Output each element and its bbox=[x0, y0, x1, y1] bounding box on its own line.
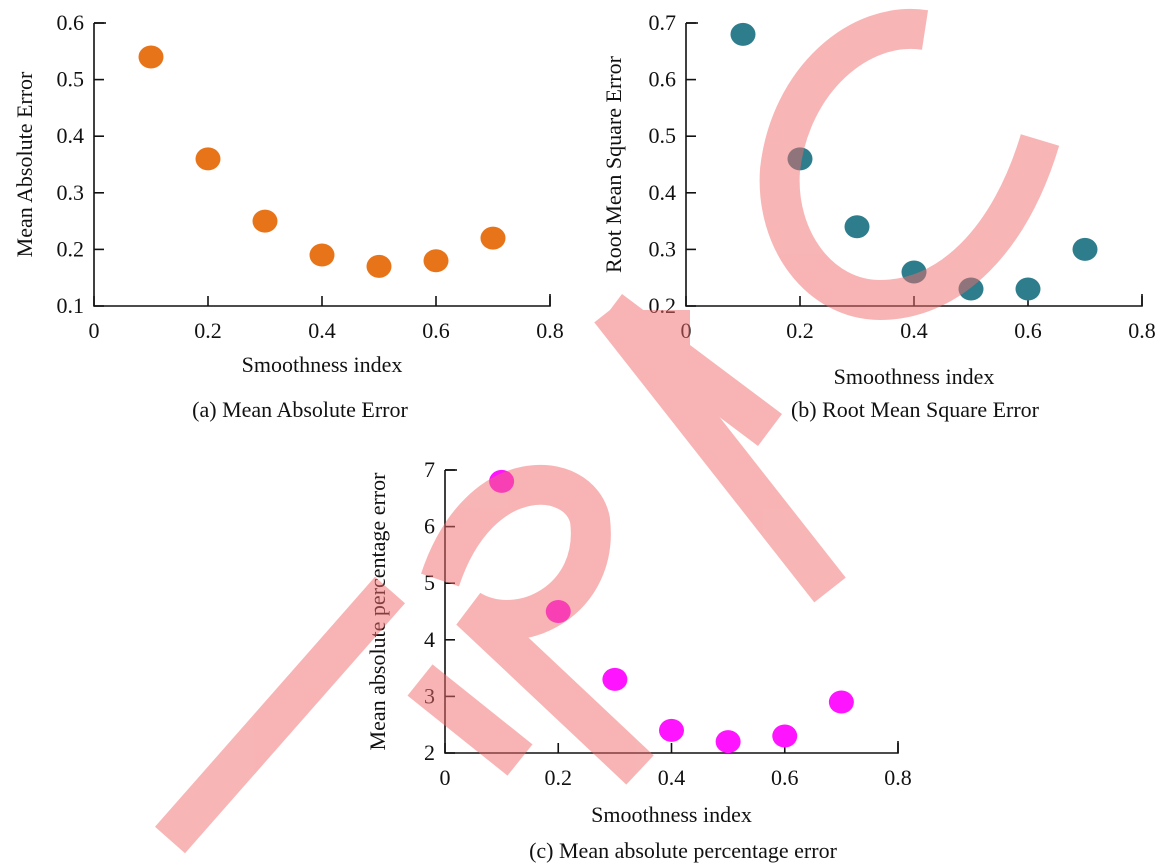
data-point bbox=[828, 690, 854, 714]
y-tick-label: 0.5 bbox=[57, 67, 85, 92]
data-point bbox=[772, 724, 798, 748]
data-point bbox=[195, 147, 221, 171]
data-point bbox=[309, 243, 335, 267]
x-tick-label: 0.2 bbox=[194, 318, 222, 343]
x-tick-label: 0.8 bbox=[884, 765, 912, 790]
x-tick-label: 0.8 bbox=[1128, 318, 1156, 343]
y-tick-label: 0.6 bbox=[649, 67, 677, 92]
watermark-letter-t-bar bbox=[407, 664, 533, 776]
y-axis-label: Root Mean Square Error bbox=[601, 55, 626, 273]
x-tick-label: 0.4 bbox=[900, 318, 928, 343]
data-point bbox=[844, 215, 870, 239]
y-tick-label: 0.3 bbox=[649, 236, 677, 261]
y-tick-label: 7 bbox=[424, 457, 435, 482]
data-point bbox=[730, 22, 756, 46]
y-tick-label: 0.3 bbox=[57, 180, 85, 205]
x-tick-label: 0.4 bbox=[308, 318, 336, 343]
y-tick-label: 0.4 bbox=[649, 180, 677, 205]
y-tick-label: 6 bbox=[424, 514, 435, 539]
panel-caption: (c) Mean absolute percentage error bbox=[529, 838, 838, 863]
x-tick-label: 0.6 bbox=[1014, 318, 1042, 343]
x-tick-label: 0.2 bbox=[786, 318, 814, 343]
data-point bbox=[138, 45, 164, 69]
data-point bbox=[659, 718, 684, 742]
y-tick-label: 0.6 bbox=[57, 10, 85, 35]
x-tick-label: 0.8 bbox=[536, 318, 564, 343]
data-point bbox=[480, 226, 506, 250]
data-point bbox=[252, 209, 278, 233]
y-tick-label: 5 bbox=[424, 570, 435, 595]
x-tick-label: 0.6 bbox=[422, 318, 450, 343]
watermark-letter-r bbox=[421, 464, 654, 785]
x-axis-label: Smoothness index bbox=[242, 352, 403, 377]
watermark-letter-t bbox=[154, 576, 406, 854]
y-tick-label: 0.1 bbox=[57, 293, 85, 318]
data-point bbox=[1015, 277, 1041, 301]
data-point bbox=[602, 667, 628, 691]
panel-caption: (a) Mean Absolute Error bbox=[192, 397, 408, 422]
data-point bbox=[423, 249, 449, 273]
x-tick-label: 0.6 bbox=[771, 765, 799, 790]
data-point bbox=[715, 730, 741, 754]
y-tick-label: 0.4 bbox=[57, 123, 85, 148]
x-axis-label: Smoothness index bbox=[591, 802, 752, 827]
data-point bbox=[1072, 237, 1098, 261]
panel-caption: (b) Root Mean Square Error bbox=[791, 397, 1040, 422]
watermark-letter-a-right bbox=[598, 294, 782, 446]
x-tick-label: 0 bbox=[89, 318, 100, 343]
y-tick-label: 4 bbox=[424, 627, 435, 652]
x-tick-label: 0 bbox=[440, 765, 451, 790]
panel-a-chart: 0.1 0.2 0.3 0.4 0.5 0.6 0 0.2 0.4 0.6 0.8 Smoothnes… bbox=[12, 10, 564, 422]
y-tick-label: 2 bbox=[424, 740, 435, 765]
y-axis-label: Mean Absolute Error bbox=[12, 71, 37, 257]
watermark-letter-c bbox=[759, 8, 1060, 321]
y-tick-label: 0.7 bbox=[649, 10, 677, 35]
x-axis-label: Smoothness index bbox=[834, 364, 995, 389]
y-tick-label: 0.2 bbox=[57, 236, 85, 261]
x-tick-label: 0.4 bbox=[658, 765, 686, 790]
y-tick-label: 0.5 bbox=[649, 123, 677, 148]
x-tick-label: 0.2 bbox=[545, 765, 573, 790]
data-point bbox=[366, 254, 392, 278]
retracted-watermark bbox=[154, 8, 1060, 854]
